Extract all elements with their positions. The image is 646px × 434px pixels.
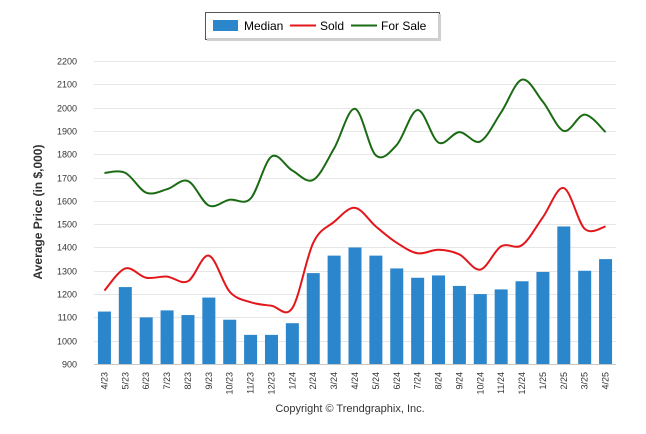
- median-bar: [411, 277, 425, 364]
- legend-label-sold: Sold: [320, 19, 344, 33]
- median-bar: [181, 315, 195, 364]
- x-tick-label: 12/23: [266, 372, 276, 395]
- median-bar: [97, 311, 111, 364]
- y-tick-label: 1400: [57, 243, 77, 253]
- x-tick-label: 8/23: [183, 372, 193, 390]
- median-bar: [536, 271, 550, 364]
- y-tick-label: 1800: [57, 150, 77, 160]
- y-tick-label: 1500: [57, 220, 77, 230]
- x-tick-label: 7/24: [413, 372, 423, 390]
- x-tick-label: 8/24: [434, 372, 444, 390]
- copyright-text: Copyright © Trendgraphix, Inc.: [275, 403, 424, 415]
- y-axis-label: Average Price (in $,000): [31, 145, 45, 280]
- median-bar: [557, 226, 571, 364]
- median-bar: [390, 268, 404, 364]
- legend-label-median: Median: [244, 19, 283, 33]
- median-bar: [327, 255, 341, 364]
- y-tick-label: 900: [62, 360, 77, 370]
- median-bar: [139, 317, 153, 364]
- y-axis-ticks: 900 1000 1100 1200 1300 1400 1500 1600 1700 1800 1…: [57, 57, 77, 370]
- y-tick-label: 1200: [57, 290, 77, 300]
- sold-line: [103, 187, 606, 314]
- x-tick-label: 10/23: [225, 372, 235, 395]
- x-tick-label: 4/23: [99, 372, 109, 390]
- x-tick-label: 11/24: [496, 372, 506, 394]
- y-tick-label: 1100: [58, 313, 77, 323]
- x-tick-label: 7/23: [162, 372, 172, 390]
- y-tick-label: 1600: [57, 197, 77, 207]
- median-bar: [223, 319, 237, 364]
- median-bars: [97, 226, 613, 364]
- x-tick-label: 9/24: [454, 372, 464, 390]
- x-tick-label: 1/24: [287, 372, 297, 390]
- x-tick-label: 11/23: [246, 372, 256, 394]
- x-tick-label: 3/25: [580, 372, 590, 390]
- median-bar: [494, 289, 508, 364]
- x-tick-label: 1/25: [538, 372, 548, 390]
- median-bar: [515, 281, 529, 364]
- x-tick-label: 12/24: [517, 372, 527, 395]
- y-tick-label: 2000: [57, 104, 77, 114]
- y-tick-label: 2100: [57, 80, 77, 90]
- x-tick-label: 6/24: [392, 372, 402, 390]
- x-tick-label: 2/25: [559, 372, 569, 390]
- x-tick-label: 2/24: [308, 372, 318, 390]
- x-axis-ticks: 4/23 5/23 6/23 7/23 8/23 9/23 10/23 11/23 12/23 1…: [99, 372, 610, 395]
- legend-label-for-sale: For Sale: [381, 19, 427, 33]
- median-bar: [306, 273, 320, 364]
- median-bar: [244, 334, 258, 364]
- x-tick-label: 3/24: [329, 372, 339, 390]
- median-bar: [599, 259, 613, 364]
- legend-swatch-median: [213, 20, 238, 31]
- for-sale-line: [104, 78, 607, 208]
- x-tick-label: 4/25: [601, 372, 611, 390]
- x-tick-label: 4/24: [350, 372, 360, 390]
- x-tick-label: 10/24: [475, 372, 485, 395]
- x-tick-label: 5/24: [371, 372, 381, 390]
- line-series: [103, 78, 607, 314]
- median-bar: [369, 255, 383, 364]
- median-bar: [473, 294, 487, 364]
- median-bar: [264, 334, 278, 364]
- median-bar: [452, 285, 466, 364]
- median-bar: [432, 275, 446, 364]
- y-tick-label: 1300: [57, 267, 77, 277]
- median-bar: [202, 297, 216, 364]
- y-tick-label: 2200: [57, 57, 77, 67]
- median-bar: [285, 323, 299, 364]
- legend: Median Sold For Sale: [205, 12, 441, 41]
- median-bar: [578, 270, 592, 364]
- x-tick-label: 9/23: [204, 372, 214, 390]
- x-tick-label: 5/23: [120, 372, 130, 390]
- median-bar: [160, 310, 174, 364]
- y-tick-label: 1900: [57, 127, 77, 137]
- y-tick-label: 1000: [57, 337, 77, 347]
- median-bar: [348, 247, 362, 364]
- x-tick-label: 6/23: [141, 372, 151, 390]
- y-tick-label: 1700: [57, 174, 77, 184]
- median-bar: [118, 287, 132, 364]
